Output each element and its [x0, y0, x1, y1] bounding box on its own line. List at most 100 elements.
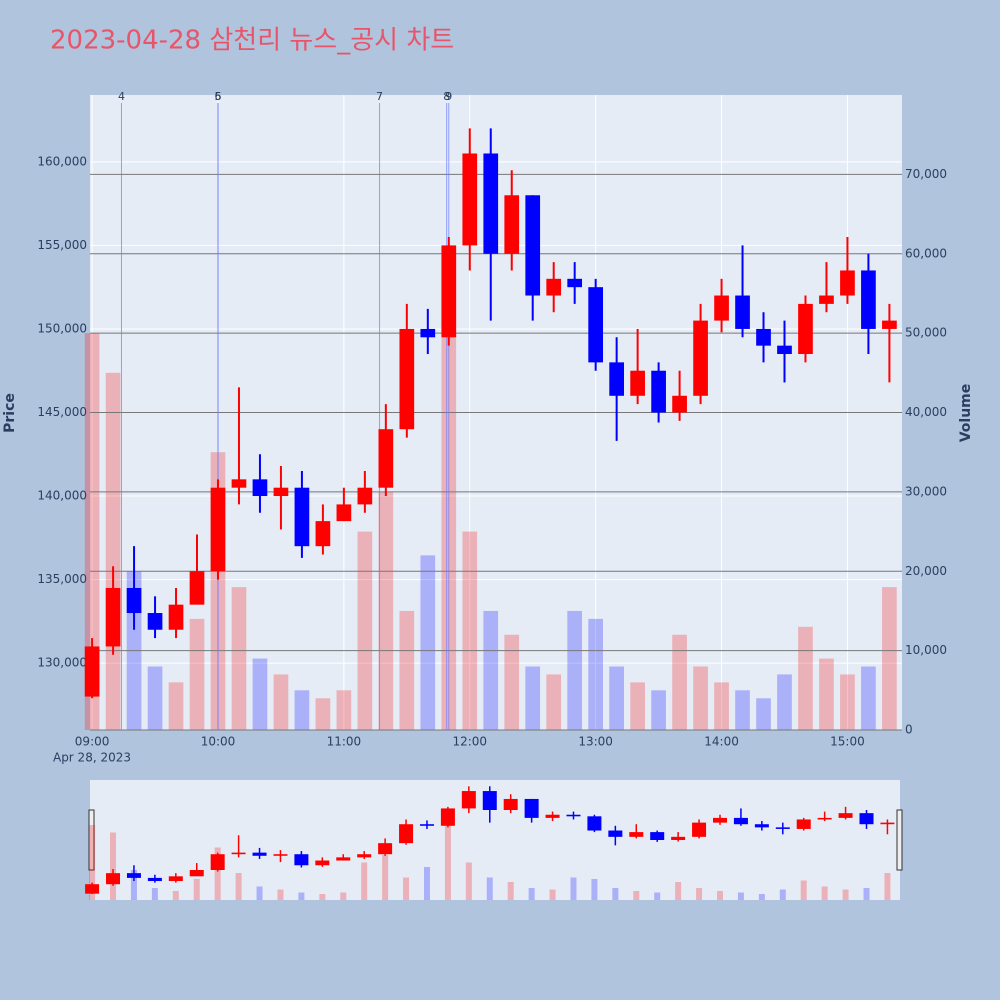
annotation-label: 7 — [376, 90, 383, 103]
candle-body — [420, 328, 436, 338]
mini-volume-bar — [172, 891, 179, 900]
volume-bar — [336, 690, 352, 730]
candle-body — [840, 270, 855, 296]
chart-title: 2023-04-28 삼천리 뉴스_공시 차트 — [50, 26, 454, 56]
volume-bar — [756, 698, 771, 730]
annotation-label: 6 — [214, 90, 221, 103]
volume-bar — [420, 555, 436, 730]
mini-candle-body — [838, 813, 853, 818]
mini-volume-bar — [444, 810, 451, 900]
candle-body — [693, 320, 708, 396]
mini-candle-body — [336, 857, 351, 861]
range-handle[interactable] — [896, 809, 903, 871]
candle-body — [525, 195, 541, 296]
mini-volume-bar — [256, 886, 263, 900]
candle-body — [861, 270, 876, 329]
volume-bar — [609, 666, 624, 730]
annotation-label: 4 — [118, 90, 125, 103]
mini-volume-bar — [89, 825, 96, 900]
mini-volume-bar — [675, 882, 682, 900]
mini-candle-body — [294, 854, 309, 866]
volume-bar — [714, 682, 729, 730]
mini-volume-bar — [863, 888, 870, 900]
x-tick-label: 09:00 — [75, 735, 110, 749]
mini-candle-body — [796, 819, 811, 829]
y-tick-label: 135,000 — [37, 572, 87, 586]
candle-body — [630, 370, 645, 396]
volume-bar — [630, 682, 645, 730]
mini-volume-bar — [486, 877, 493, 900]
volume-bar — [483, 610, 499, 730]
volume-bar — [840, 674, 855, 730]
candle-body — [609, 362, 624, 396]
volume-bar — [798, 626, 813, 730]
volume-bar — [651, 690, 666, 730]
mini-candle-body — [880, 822, 895, 825]
mini-candle-body — [189, 870, 204, 877]
volume-bar — [504, 634, 520, 730]
volume-bar — [252, 658, 268, 730]
x-date-label: Apr 28, 2023 — [53, 751, 131, 765]
candle-body — [882, 320, 897, 329]
mini-volume-bar — [465, 862, 472, 900]
mini-volume-bar — [570, 877, 577, 900]
mini-candle-body — [524, 798, 539, 818]
volume-bar — [819, 658, 834, 730]
volume-bar — [546, 674, 562, 730]
candle-body — [231, 479, 247, 488]
x-tick-label: 10:00 — [201, 735, 236, 749]
mini-volume-bar — [633, 891, 640, 900]
mini-volume-bar — [507, 882, 514, 900]
candle-body — [357, 487, 373, 505]
y2-tick-label: 0 — [905, 723, 913, 737]
candle-body — [714, 295, 729, 321]
candle-body — [273, 487, 289, 497]
volume-bar — [294, 690, 310, 730]
volume-bar — [882, 587, 897, 730]
mini-volume-bar — [758, 894, 765, 900]
mini-candle-body — [399, 824, 414, 844]
volume-bar — [189, 618, 205, 730]
mini-candle-body — [503, 798, 518, 810]
mini-candle-body — [357, 854, 372, 858]
mini-volume-bar — [821, 886, 828, 900]
candle-body — [84, 646, 100, 697]
mini-candle-body — [713, 817, 727, 823]
mini-candle-body — [273, 854, 288, 856]
candle-body — [210, 487, 226, 572]
mini-candle-body — [566, 814, 581, 817]
candle-body — [546, 278, 562, 296]
volume-bar — [777, 674, 792, 730]
y2-axis-title: Volume — [958, 384, 974, 443]
mini-candle-body — [419, 824, 434, 826]
mini-volume-bar — [423, 867, 430, 900]
mini-volume-bar — [549, 889, 556, 900]
mini-candle-body — [461, 791, 476, 809]
x-tick-label: 14:00 — [704, 735, 739, 749]
y2-tick-label: 70,000 — [905, 167, 947, 181]
mini-candle-body — [817, 817, 832, 820]
range-handle[interactable] — [88, 809, 95, 871]
mini-candle-body — [440, 808, 455, 826]
mini-candle-body — [859, 813, 874, 825]
x-tick-label: 12:00 — [452, 735, 487, 749]
x-tick-label: 13:00 — [578, 735, 613, 749]
mini-volume-bar — [696, 888, 703, 900]
volume-bar — [378, 491, 394, 730]
mini-candle-body — [126, 873, 141, 878]
y-tick-label: 145,000 — [37, 405, 87, 419]
candle-body — [105, 587, 121, 647]
mini-volume-bar — [884, 873, 891, 900]
candle-body — [294, 487, 310, 547]
candle-body — [798, 303, 813, 355]
candle-body — [735, 295, 750, 329]
y-tick-label: 150,000 — [37, 321, 87, 335]
y2-tick-label: 30,000 — [905, 484, 947, 498]
x-tick-label: 11:00 — [327, 735, 362, 749]
volume-bar — [861, 666, 876, 730]
y2-tick-label: 60,000 — [905, 246, 947, 260]
candle-body — [819, 295, 834, 304]
mini-volume-bar — [654, 892, 661, 900]
mini-candle-body — [650, 832, 665, 840]
volume-bar — [357, 531, 373, 730]
